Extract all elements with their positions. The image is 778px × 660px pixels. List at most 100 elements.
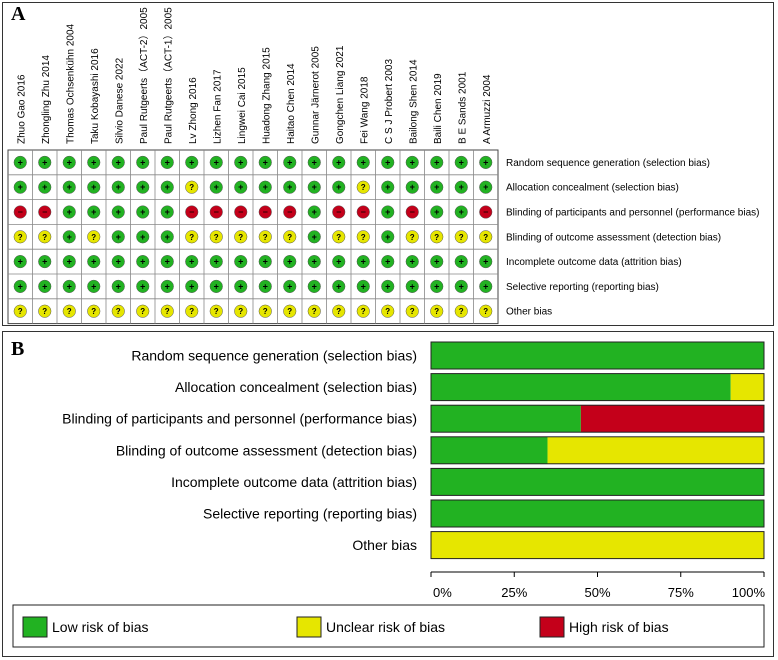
rating-unclear-icon <box>381 304 395 318</box>
rating-low-icon <box>307 205 321 219</box>
rating-low-icon <box>62 205 76 219</box>
study-label: Lizhen Fan 2017 <box>212 69 223 144</box>
rating-low-icon <box>307 155 321 169</box>
rating-symbol: + <box>67 207 72 217</box>
x-tick-label: 50% <box>584 585 610 600</box>
rating-symbol: + <box>287 157 292 167</box>
bar-unclear <box>730 373 764 401</box>
rating-low-icon <box>62 255 76 269</box>
rating-high-icon <box>185 205 199 219</box>
rating-symbol: ? <box>361 183 366 192</box>
rating-low-icon <box>332 180 346 194</box>
rating-symbol: ? <box>263 233 268 242</box>
rating-low-icon <box>87 279 101 293</box>
rating-low-icon <box>234 180 248 194</box>
bar-outline <box>430 341 765 370</box>
study-label: Paul Rutgeerts（ACT-1）2005 <box>162 7 174 144</box>
rating-low-icon <box>13 180 27 194</box>
domain-label: Random sequence generation (selection bi… <box>506 158 710 169</box>
x-tick-label: 25% <box>501 585 527 600</box>
rating-symbol: + <box>312 232 317 242</box>
rating-symbol: ? <box>336 307 341 316</box>
rating-low-icon <box>381 279 395 293</box>
rating-unclear-icon <box>62 304 76 318</box>
rating-unclear-icon <box>13 304 27 318</box>
rating-symbol: + <box>238 257 243 267</box>
rating-symbol: + <box>116 182 121 192</box>
rating-unclear-icon <box>234 230 248 244</box>
rating-symbol: − <box>42 207 47 217</box>
rating-symbol: + <box>263 182 268 192</box>
rating-symbol: ? <box>238 307 243 316</box>
rating-unclear-icon <box>307 304 321 318</box>
rating-symbol: + <box>67 182 72 192</box>
bar-outline <box>430 373 765 402</box>
rating-symbol: ? <box>116 307 121 316</box>
rating-low-icon <box>38 255 52 269</box>
study-label: Huadong Zhang 2015 <box>261 47 272 144</box>
rating-symbol: + <box>287 182 292 192</box>
rating-symbol: + <box>91 157 96 167</box>
rating-high-icon <box>258 205 272 219</box>
rating-low-icon <box>38 155 52 169</box>
rating-low-icon <box>160 279 174 293</box>
rating-low-icon <box>283 279 297 293</box>
rating-low-icon <box>87 205 101 219</box>
x-tick-label: 100% <box>732 585 766 600</box>
rating-low-icon <box>454 180 468 194</box>
domain-label: Allocation concealment (selection bias) <box>506 183 679 194</box>
rating-low-icon <box>454 205 468 219</box>
domain-label: Incomplete outcome data (attrition bias) <box>506 257 682 268</box>
rating-low-icon <box>136 279 150 293</box>
rating-symbol: + <box>116 257 121 267</box>
rating-symbol: + <box>18 281 23 291</box>
rating-high-icon <box>38 205 52 219</box>
category-label: Blinding of outcome assessment (detectio… <box>116 442 417 458</box>
rating-symbol: + <box>361 157 366 167</box>
rating-low-icon <box>13 155 27 169</box>
rating-low-icon <box>258 180 272 194</box>
rating-unclear-icon <box>332 304 346 318</box>
rating-symbol: ? <box>312 307 317 316</box>
study-label: Haitao Chen 2014 <box>286 63 297 144</box>
rating-symbol: ? <box>459 307 464 316</box>
rating-low-icon <box>234 279 248 293</box>
rating-symbol: + <box>140 257 145 267</box>
study-label: Silvio Danese 2022 <box>114 57 125 144</box>
rating-unclear-icon <box>209 304 223 318</box>
rating-low-icon <box>283 255 297 269</box>
rating-low-icon <box>209 279 223 293</box>
rating-symbol: ? <box>140 307 145 316</box>
rating-low-icon <box>62 155 76 169</box>
rating-symbol: + <box>91 207 96 217</box>
rating-low-icon <box>234 155 248 169</box>
rating-symbol: + <box>67 281 72 291</box>
bar-outline <box>430 499 765 528</box>
rating-symbol: + <box>385 232 390 242</box>
rating-symbol: + <box>434 257 439 267</box>
rating-low-icon <box>307 180 321 194</box>
rating-low-icon <box>111 230 125 244</box>
rating-symbol: − <box>287 207 292 217</box>
rating-symbol: − <box>361 207 366 217</box>
panel-b-label: B <box>11 338 25 360</box>
rating-unclear-icon <box>283 230 297 244</box>
rating-high-icon <box>283 205 297 219</box>
rating-symbol: − <box>483 207 488 217</box>
rating-low-icon <box>160 205 174 219</box>
rating-symbol: ? <box>214 307 219 316</box>
rating-low-icon <box>160 155 174 169</box>
rating-low-icon <box>381 230 395 244</box>
rating-low-icon <box>160 180 174 194</box>
rating-low-icon <box>454 279 468 293</box>
rating-symbol: + <box>116 157 121 167</box>
rating-symbol: + <box>434 207 439 217</box>
rating-symbol: ? <box>336 233 341 242</box>
rating-symbol: + <box>336 257 341 267</box>
rating-symbol: + <box>385 281 390 291</box>
rating-low-icon <box>160 255 174 269</box>
rating-low-icon <box>111 180 125 194</box>
rating-symbol: − <box>214 207 219 217</box>
domain-label: Selective reporting (reporting bias) <box>506 282 659 293</box>
